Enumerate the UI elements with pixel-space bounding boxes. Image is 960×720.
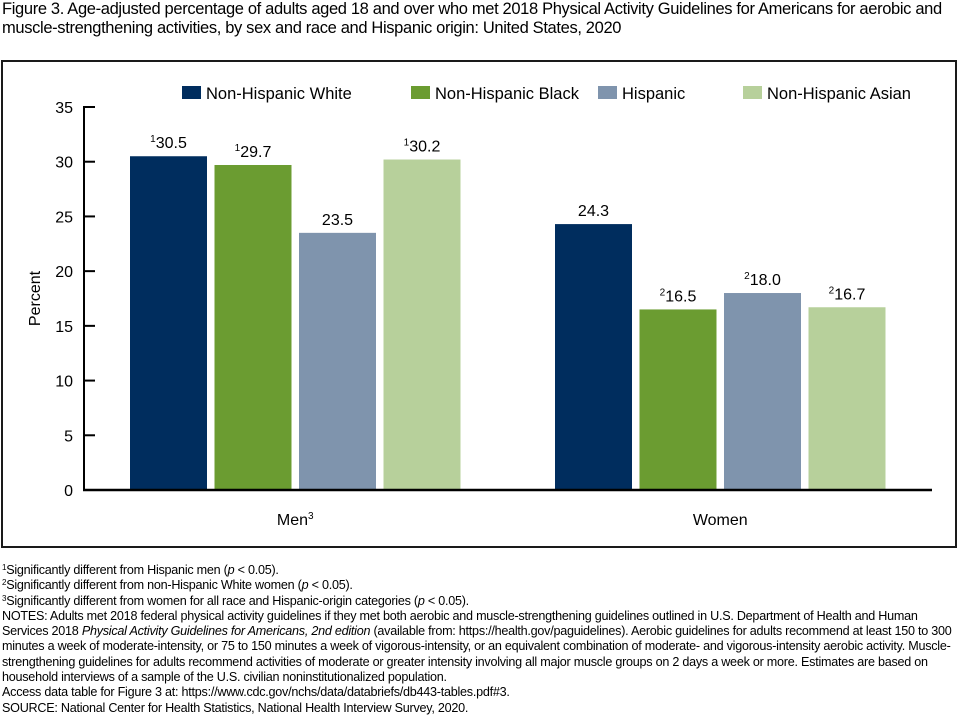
legend: Non-Hispanic White Non-Hispanic Black Hisp… xyxy=(182,85,911,103)
notes-text: NOTES: Adults met 2018 federal physical … xyxy=(2,608,952,685)
data-label: 216.7 xyxy=(829,285,866,303)
footnote-3: 3Significantly different from women for … xyxy=(2,593,469,608)
source-text: SOURCE: National Center for Health Stati… xyxy=(2,700,469,715)
y-axis-label: Percent xyxy=(27,270,44,326)
legend-item: Hispanic xyxy=(598,85,685,103)
notes-section: 1Significantly different from Hispanic m… xyxy=(2,563,958,716)
y-tick-label: 30 xyxy=(55,155,73,172)
x-category-label: Men3 xyxy=(277,511,314,529)
data-label: 129.7 xyxy=(235,143,272,161)
data-label: 24.3 xyxy=(578,203,609,220)
figure-title: Figure 3. Age-adjusted percentage of adu… xyxy=(2,0,942,37)
legend-swatch xyxy=(182,86,201,99)
bar xyxy=(555,224,632,491)
bar-chart: Non-Hispanic White Non-Hispanic Black Hisp… xyxy=(27,85,932,529)
data-label: 218.0 xyxy=(744,271,781,289)
legend-label: Non-Hispanic Black xyxy=(435,85,580,103)
y-tick-label: 25 xyxy=(55,209,73,226)
legend-swatch xyxy=(598,86,617,99)
x-category-label: Women xyxy=(693,512,748,529)
legend-label: Non-Hispanic Asian xyxy=(767,85,911,103)
bar xyxy=(808,307,886,490)
data-label: 23.5 xyxy=(322,212,353,229)
bars xyxy=(130,156,886,491)
legend-label: Hispanic xyxy=(622,85,685,103)
y-tick-label: 10 xyxy=(55,374,73,391)
bar xyxy=(724,293,801,490)
footnote-1: 1Significantly different from Hispanic m… xyxy=(2,563,279,577)
legend-label: Non-Hispanic White xyxy=(206,85,352,103)
data-label: 130.2 xyxy=(404,138,441,156)
bar xyxy=(383,159,461,491)
data-label: 130.5 xyxy=(150,134,187,152)
legend-item: Non-Hispanic Black xyxy=(411,85,580,103)
bar xyxy=(130,156,207,490)
y-tick-label: 0 xyxy=(64,483,73,500)
data-label: 216.5 xyxy=(660,287,697,305)
x-axis: Men3 Women xyxy=(83,488,932,529)
data-table-link: Access data table for Figure 3 at: https… xyxy=(2,685,510,700)
bar xyxy=(639,309,717,490)
footnote-2: 2Significantly different from non-Hispan… xyxy=(2,578,353,593)
y-tick-label: 20 xyxy=(55,264,73,281)
y-tick-label: 35 xyxy=(55,100,73,117)
legend-swatch xyxy=(411,86,430,99)
y-axis: 0 5 10 15 20 25 30 35 Percent xyxy=(27,100,95,500)
legend-item: Non-Hispanic Asian xyxy=(743,85,911,103)
legend-item: Non-Hispanic White xyxy=(182,85,352,103)
legend-swatch xyxy=(743,86,762,99)
y-tick-label: 5 xyxy=(64,428,73,445)
bar xyxy=(299,232,376,491)
data-labels: 130.5 129.7 23.5 130.2 24.3 216.5 218.0 216.7 xyxy=(150,134,865,305)
bar xyxy=(214,164,292,491)
chart-frame xyxy=(1,60,957,548)
y-tick-label: 15 xyxy=(55,319,73,336)
